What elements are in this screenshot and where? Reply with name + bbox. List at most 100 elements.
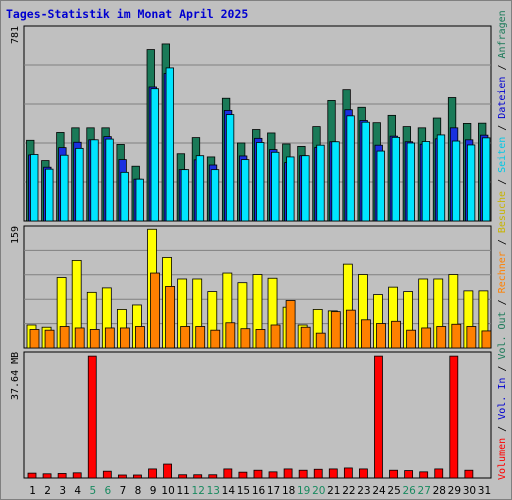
- bar-rechner-day-2: [44, 329, 55, 349]
- bar-rechner-day-6: [104, 327, 115, 349]
- bar-seiten-day-11: [180, 169, 190, 222]
- bar-volumen-day-21: [328, 468, 338, 479]
- bar-seiten-day-7: [120, 171, 129, 222]
- bar-volumen-day-27: [419, 471, 429, 479]
- x-tick-label-day-14: 14: [222, 485, 236, 497]
- bar-volumen-day-14: [223, 468, 233, 479]
- bar-volumen-day-11: [178, 474, 188, 479]
- bar-seiten-day-31: [482, 137, 491, 222]
- x-tick-label-day-8: 8: [135, 485, 142, 497]
- bar-volumen-day-23: [359, 468, 368, 479]
- bar-seiten-day-17: [271, 151, 280, 222]
- bar-rechner-day-9: [150, 272, 160, 349]
- legend-separator: /: [497, 359, 508, 378]
- x-tick-label-day-28: 28: [433, 485, 446, 497]
- legend-item-seiten: Seiten: [497, 136, 508, 173]
- bar-volumen-day-6: [102, 470, 112, 479]
- bar-rechner-day-26: [406, 329, 417, 349]
- x-tick-label-day-24: 24: [372, 485, 386, 497]
- bar-seiten-day-15: [241, 159, 250, 222]
- bar-seiten-day-9: [150, 88, 159, 222]
- bar-rechner-day-15: [240, 328, 251, 349]
- bar-seiten-day-30: [466, 144, 476, 222]
- legend-item-besuche: Besuche: [497, 190, 508, 234]
- bar-volumen-day-3: [57, 473, 67, 479]
- bar-rechner-day-25: [391, 320, 401, 349]
- legend-item-vol-out: Vol. Out: [497, 311, 508, 360]
- bar-volumen-day-29: [449, 355, 459, 479]
- bar-seiten-day-4: [75, 147, 84, 222]
- bar-volumen-day-25: [389, 469, 398, 479]
- legend-item-vol-in: Vol. In: [497, 377, 508, 420]
- middle-panel-max-label: 159: [10, 225, 21, 244]
- x-tick-label-day-26: 26: [402, 485, 416, 497]
- bar-volumen-day-18: [283, 468, 293, 479]
- bar-seiten-day-20: [316, 144, 325, 222]
- bar-volumen-day-15: [238, 471, 248, 479]
- x-tick-label-day-19: 19: [297, 485, 310, 497]
- bar-volumen-day-26: [404, 470, 414, 479]
- bar-seiten-day-29: [451, 140, 461, 222]
- top-panel-max-label: 781: [10, 25, 21, 44]
- x-tick-label-day-7: 7: [120, 485, 127, 497]
- bar-volumen-day-10: [163, 463, 172, 479]
- bar-seiten-day-13: [210, 169, 220, 222]
- bar-seiten-day-16: [256, 142, 265, 222]
- bar-seiten-day-26: [406, 142, 416, 222]
- bar-rechner-day-12: [195, 326, 206, 349]
- bar-volumen-day-2: [42, 473, 52, 479]
- x-tick-label-day-1: 1: [29, 485, 36, 497]
- bar-rechner-day-19: [300, 326, 311, 349]
- bar-rechner-day-30: [466, 326, 477, 349]
- legend-separator: /: [497, 172, 508, 191]
- bar-rechner-day-24: [376, 323, 386, 349]
- x-tick-label-day-9: 9: [150, 485, 157, 497]
- x-tick-label-day-12: 12: [192, 485, 205, 497]
- bar-seiten-day-22: [346, 115, 355, 222]
- bar-rechner-day-21: [330, 311, 341, 349]
- chart-title: Tages-Statistik im Monat April 2025: [6, 7, 249, 21]
- bar-volumen-day-19: [298, 469, 308, 479]
- bar-volumen-day-16: [253, 469, 263, 479]
- bar-rechner-day-17: [270, 324, 281, 349]
- bar-rechner-day-31: [481, 330, 492, 349]
- bar-rechner-day-13: [210, 329, 221, 349]
- bar-rechner-day-8: [135, 326, 145, 349]
- x-tick-label-day-18: 18: [282, 485, 295, 497]
- x-tick-label-day-21: 21: [327, 485, 340, 497]
- bar-seiten-day-6: [105, 138, 114, 222]
- bar-seiten-day-1: [30, 154, 39, 222]
- legend-separator: /: [497, 233, 508, 252]
- bar-seiten-day-14: [225, 114, 235, 222]
- legend-separator: /: [497, 58, 508, 77]
- bar-rechner-day-4: [74, 327, 85, 349]
- bar-volumen-day-30: [464, 469, 474, 479]
- x-tick-label-day-31: 31: [478, 485, 491, 497]
- bottom-panel-max-label: 37.64 MB: [10, 351, 21, 400]
- bar-seiten-day-25: [391, 136, 400, 222]
- x-tick-label-day-2: 2: [44, 485, 51, 497]
- bar-rechner-day-22: [345, 309, 356, 349]
- bar-rechner-day-3: [59, 326, 70, 349]
- bar-rechner-day-11: [180, 326, 191, 349]
- bar-rechner-day-28: [436, 326, 447, 349]
- x-tick-label-day-17: 17: [267, 485, 280, 497]
- bar-seiten-day-3: [60, 154, 69, 222]
- bar-seiten-day-18: [286, 156, 295, 222]
- bar-rechner-day-16: [255, 329, 266, 349]
- legend-item-volumen: Volumen: [497, 437, 508, 480]
- legend-item-rechner: Rechner: [497, 251, 508, 294]
- bar-volumen-day-9: [148, 468, 157, 479]
- x-tick-label-day-29: 29: [448, 485, 461, 497]
- bar-volumen-day-22: [343, 467, 353, 479]
- bar-volumen-day-5: [87, 355, 97, 479]
- x-tick-label-day-4: 4: [74, 485, 81, 497]
- bar-volumen-day-24: [374, 355, 383, 479]
- bar-seiten-day-5: [90, 139, 99, 222]
- bar-seiten-day-27: [421, 141, 431, 222]
- bar-seiten-day-12: [195, 155, 205, 222]
- legend-item-dateien: Dateien: [497, 76, 508, 119]
- bar-volumen-day-20: [313, 468, 323, 479]
- x-tick-label-day-25: 25: [387, 485, 400, 497]
- bar-volumen-day-4: [72, 472, 82, 479]
